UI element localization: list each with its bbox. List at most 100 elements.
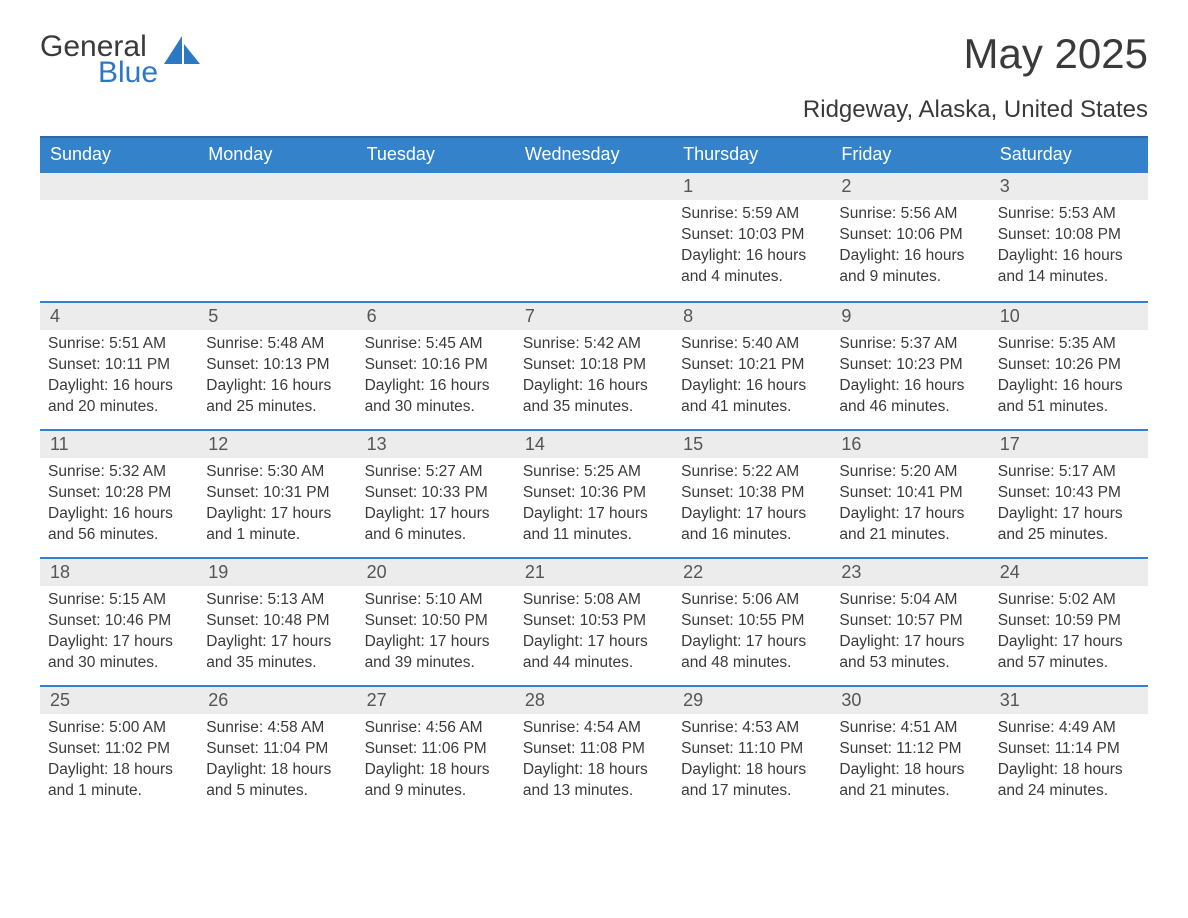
day-cell: 30 Sunrise: 4:51 AMSunset: 11:12 PMDaylig…: [831, 687, 989, 813]
sunset-line: Sunset: 10:13 PM: [206, 355, 348, 376]
sunset-line: Sunset: 11:08 PM: [523, 739, 665, 760]
day-number: 13: [357, 431, 515, 458]
daylight-line: Daylight: 18 hours and 21 minutes.: [839, 760, 981, 802]
daylight-line: Daylight: 16 hours and 30 minutes.: [365, 376, 507, 418]
day-number: 24: [990, 559, 1148, 586]
daylight-line: Daylight: 16 hours and 14 minutes.: [998, 246, 1140, 288]
sunset-line: Sunset: 10:03 PM: [681, 225, 823, 246]
day-cell: 10Sunrise: 5:35 AMSunset: 10:26 PMDaylig…: [990, 303, 1148, 429]
day-cell: 9Sunrise: 5:37 AMSunset: 10:23 PMDayligh…: [831, 303, 989, 429]
daylight-line: Daylight: 16 hours and 9 minutes.: [839, 246, 981, 288]
sunset-line: Sunset: 10:21 PM: [681, 355, 823, 376]
daylight-line: Daylight: 17 hours and 1 minute.: [206, 504, 348, 546]
day-cell: 2 Sunrise: 5:56 AMSunset: 10:06 PMDayligh…: [831, 173, 989, 301]
day-cell: 16 Sunrise: 5:20 AMSunset: 10:41 PMDaylig…: [831, 431, 989, 557]
day-number: [40, 173, 198, 200]
sunset-line: Sunset: 10:06 PM: [839, 225, 981, 246]
week-row: 1Sunrise: 5:59 AMSunset: 10:03 PMDayligh…: [40, 173, 1148, 301]
day-number: 25: [40, 687, 198, 714]
day-number: 16: [831, 431, 989, 458]
logo: General Blue: [40, 30, 202, 90]
day-number: 10: [990, 303, 1148, 330]
daylight-line: Daylight: 17 hours and 30 minutes.: [48, 632, 190, 674]
day-cell: 24Sunrise: 5:02 AMSunset: 10:59 PMDaylig…: [990, 559, 1148, 685]
daylight-line: Daylight: 17 hours and 16 minutes.: [681, 504, 823, 546]
day-number: 30: [831, 687, 989, 714]
day-number: 31: [990, 687, 1148, 714]
daylight-line: Daylight: 18 hours and 13 minutes.: [523, 760, 665, 802]
day-number: 2: [831, 173, 989, 200]
sunrise-line: Sunrise: 4:54 AM: [523, 718, 665, 739]
sunrise-line: Sunrise: 4:51 AM: [839, 718, 981, 739]
month-title: May 2025: [803, 30, 1148, 78]
sunset-line: Sunset: 10:36 PM: [523, 483, 665, 504]
sunset-line: Sunset: 10:57 PM: [839, 611, 981, 632]
day-cell: 14Sunrise: 5:25 AMSunset: 10:36 PMDaylig…: [515, 431, 673, 557]
weeks-container: 1Sunrise: 5:59 AMSunset: 10:03 PMDayligh…: [40, 173, 1148, 813]
sunrise-line: Sunrise: 5:27 AM: [365, 462, 507, 483]
daylight-line: Daylight: 18 hours and 9 minutes.: [365, 760, 507, 802]
week-row: 25Sunrise: 5:00 AMSunset: 11:02 PMDaylig…: [40, 685, 1148, 813]
day-cell: [198, 173, 356, 301]
sunrise-line: Sunrise: 5:30 AM: [206, 462, 348, 483]
sunrise-line: Sunrise: 5:10 AM: [365, 590, 507, 611]
sunset-line: Sunset: 11:12 PM: [839, 739, 981, 760]
dow-mon: Monday: [198, 138, 356, 173]
daylight-line: Daylight: 16 hours and 56 minutes.: [48, 504, 190, 546]
daylight-line: Daylight: 17 hours and 25 minutes.: [998, 504, 1140, 546]
daylight-line: Daylight: 16 hours and 4 minutes.: [681, 246, 823, 288]
sunset-line: Sunset: 11:14 PM: [998, 739, 1140, 760]
week-row: 18Sunrise: 5:15 AMSunset: 10:46 PMDaylig…: [40, 557, 1148, 685]
sunrise-line: Sunrise: 5:04 AM: [839, 590, 981, 611]
sunrise-line: Sunrise: 5:20 AM: [839, 462, 981, 483]
sunrise-line: Sunrise: 5:56 AM: [839, 204, 981, 225]
sunset-line: Sunset: 11:02 PM: [48, 739, 190, 760]
day-number: 14: [515, 431, 673, 458]
day-cell: 4Sunrise: 5:51 AMSunset: 10:11 PMDayligh…: [40, 303, 198, 429]
daylight-line: Daylight: 18 hours and 24 minutes.: [998, 760, 1140, 802]
daylight-line: Daylight: 16 hours and 46 minutes.: [839, 376, 981, 418]
daylight-line: Daylight: 17 hours and 11 minutes.: [523, 504, 665, 546]
day-number: 4: [40, 303, 198, 330]
day-number: 11: [40, 431, 198, 458]
sunset-line: Sunset: 10:41 PM: [839, 483, 981, 504]
logo-sail-icon: [164, 36, 202, 64]
sunset-line: Sunset: 10:53 PM: [523, 611, 665, 632]
sunrise-line: Sunrise: 5:35 AM: [998, 334, 1140, 355]
day-cell: 17Sunrise: 5:17 AMSunset: 10:43 PMDaylig…: [990, 431, 1148, 557]
day-cell: 22Sunrise: 5:06 AMSunset: 10:55 PMDaylig…: [673, 559, 831, 685]
day-number: [198, 173, 356, 200]
day-number: 27: [357, 687, 515, 714]
dow-sat: Saturday: [990, 138, 1148, 173]
day-cell: 12Sunrise: 5:30 AMSunset: 10:31 PMDaylig…: [198, 431, 356, 557]
dow-tue: Tuesday: [357, 138, 515, 173]
daylight-line: Daylight: 16 hours and 35 minutes.: [523, 376, 665, 418]
sunrise-line: Sunrise: 4:58 AM: [206, 718, 348, 739]
day-number: 22: [673, 559, 831, 586]
day-cell: 20Sunrise: 5:10 AMSunset: 10:50 PMDaylig…: [357, 559, 515, 685]
sunset-line: Sunset: 10:16 PM: [365, 355, 507, 376]
day-number: 17: [990, 431, 1148, 458]
day-number: 3: [990, 173, 1148, 200]
sunset-line: Sunset: 10:08 PM: [998, 225, 1140, 246]
sunrise-line: Sunrise: 5:37 AM: [839, 334, 981, 355]
daylight-line: Daylight: 16 hours and 20 minutes.: [48, 376, 190, 418]
daylight-line: Daylight: 17 hours and 21 minutes.: [839, 504, 981, 546]
sunrise-line: Sunrise: 4:49 AM: [998, 718, 1140, 739]
header: General Blue May 2025 Ridgeway, Alaska, …: [40, 30, 1148, 124]
daylight-line: Daylight: 16 hours and 25 minutes.: [206, 376, 348, 418]
sunset-line: Sunset: 10:23 PM: [839, 355, 981, 376]
day-cell: 21Sunrise: 5:08 AMSunset: 10:53 PMDaylig…: [515, 559, 673, 685]
daylight-line: Daylight: 17 hours and 44 minutes.: [523, 632, 665, 674]
sunrise-line: Sunrise: 5:02 AM: [998, 590, 1140, 611]
sunset-line: Sunset: 10:59 PM: [998, 611, 1140, 632]
sunset-line: Sunset: 10:48 PM: [206, 611, 348, 632]
day-cell: 29Sunrise: 4:53 AMSunset: 11:10 PMDaylig…: [673, 687, 831, 813]
sunset-line: Sunset: 10:11 PM: [48, 355, 190, 376]
dow-wed: Wednesday: [515, 138, 673, 173]
dow-thu: Thursday: [673, 138, 831, 173]
day-of-week-header: Sunday Monday Tuesday Wednesday Thursday…: [40, 136, 1148, 173]
day-number: 28: [515, 687, 673, 714]
day-number: 26: [198, 687, 356, 714]
day-cell: 26Sunrise: 4:58 AMSunset: 11:04 PMDaylig…: [198, 687, 356, 813]
